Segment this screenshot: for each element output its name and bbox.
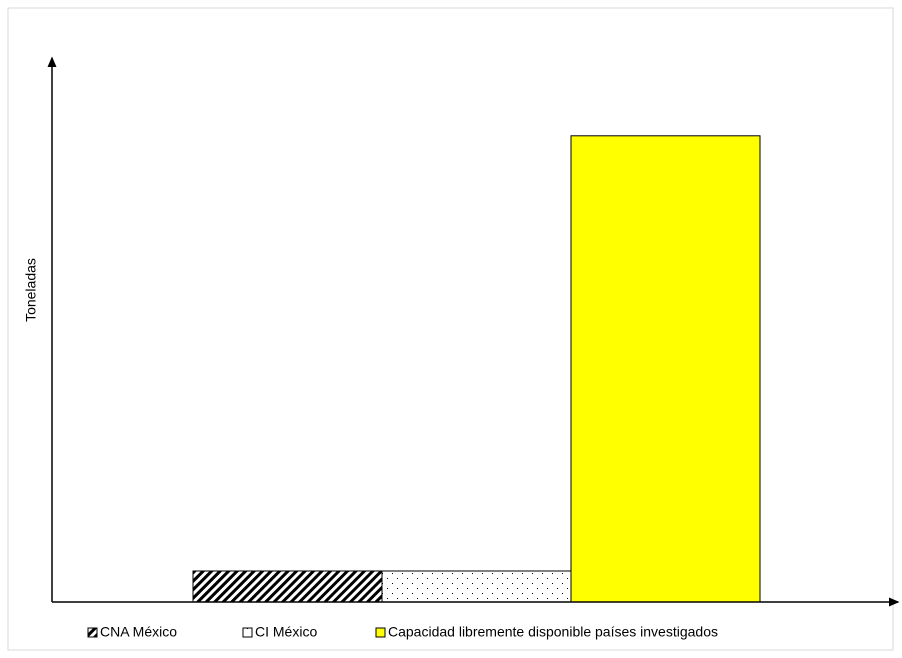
y-axis-label: Toneladas xyxy=(23,258,39,322)
bar xyxy=(381,570,572,603)
legend-swatch xyxy=(375,627,386,638)
bar xyxy=(192,570,383,603)
bar xyxy=(570,135,761,603)
legend-swatch xyxy=(242,627,253,638)
legend-label: CI México xyxy=(255,624,317,640)
legend-label: CNA México xyxy=(100,624,177,640)
legend-label: Capacidad libremente disponible países i… xyxy=(388,624,718,640)
legend-swatch xyxy=(87,627,98,638)
